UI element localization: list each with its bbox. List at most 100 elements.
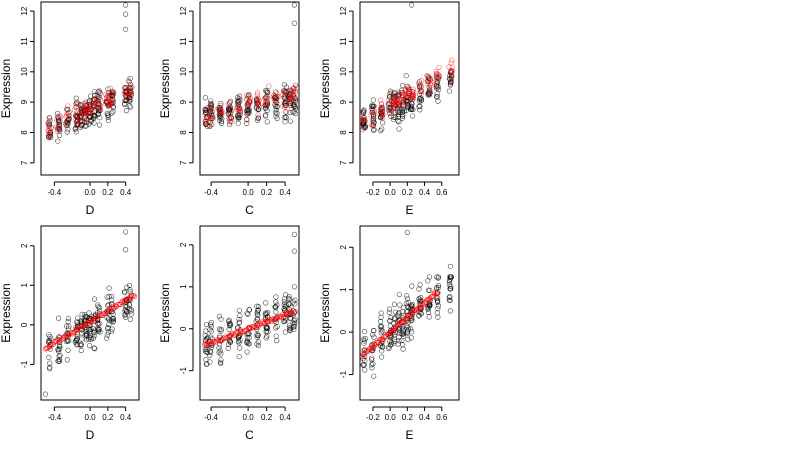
black-point [203,328,209,334]
y-tick-label: 9 [179,99,188,104]
black-point [66,323,72,329]
black-point [273,110,279,116]
black-point [416,98,422,104]
red-point [234,105,240,111]
black-point [281,296,287,302]
black-point [281,301,287,308]
red-point [293,85,299,91]
black-point [237,313,243,319]
red-point [125,77,131,84]
red-point [258,321,264,327]
black-point [108,92,114,98]
plot-frame [40,1,140,176]
red-point [108,101,114,107]
black-point [123,229,129,235]
black-point [263,105,269,111]
y-tick-label: 0 [179,326,188,331]
black-point [57,358,63,364]
red-point [446,64,452,70]
red-point [401,98,407,104]
red-point [264,100,270,106]
black-point [123,108,130,114]
red-point [277,313,283,319]
red-point [75,121,82,127]
black-point [91,345,97,351]
red-point [392,105,398,111]
black-point [253,318,259,325]
black-point [408,105,414,111]
red-point [95,315,101,321]
black-point [404,323,410,329]
red-point [231,332,237,338]
y-tick-label: 1 [339,287,348,292]
black-point [379,328,386,334]
red-point [433,291,440,297]
black-point [237,345,243,351]
black-point [272,304,278,310]
black-point [435,314,441,320]
black-point [235,104,241,110]
red-point [238,109,244,115]
black-point [362,328,368,335]
black-point [369,365,375,371]
red-point [65,110,71,117]
x-tick-label: 0.0 [84,188,96,197]
x-tick-label: 0.2 [261,188,273,197]
red-point [117,301,124,308]
black-point [109,326,115,332]
red-point [209,110,215,117]
black-point [104,332,110,338]
black-point [418,88,424,94]
panel-top-middle: -0.4 0.0 0.2 0.4 7 8 9 10 11 12 C Expression [158,1,300,217]
black-point [57,344,63,350]
red-point [255,99,261,105]
black-point [244,310,250,316]
red-point [409,95,416,101]
red-point [227,110,233,116]
x-tick-label: 0.6 [436,188,448,197]
red-point [253,324,259,330]
black-point [127,104,134,110]
black-point [416,286,422,292]
red-point [399,97,405,104]
black-point [274,323,280,330]
y-axis-title: Expression [0,283,13,342]
black-point [396,291,402,298]
red-point [56,123,62,129]
black-point [446,294,452,301]
red-point [128,85,134,91]
black-point [292,297,298,303]
black-point [287,328,293,334]
black-point [263,310,270,317]
black-point [55,346,61,352]
red-point [45,133,52,139]
red-point [436,64,442,71]
black-point [110,311,116,317]
red-point [47,133,54,139]
y-tick-label: 8 [179,130,188,135]
red-point [434,290,441,296]
black-point [390,116,397,123]
y-tick-label: 0 [20,322,29,327]
black-point [292,319,298,325]
x-axis-title: C [245,428,254,442]
red-point [449,57,455,63]
black-point [122,290,128,296]
black-point [123,2,129,8]
black-point [78,318,84,324]
black-point [399,113,406,120]
black-point [396,119,402,125]
black-point [405,336,411,342]
x-tick-label: -0.2 [366,413,380,422]
black-point [92,346,98,352]
x-tick-label: 0.0 [243,188,255,197]
black-point [95,320,101,326]
panel-top-right: -0.2 0.0 0.2 0.4 0.6 7 8 9 10 11 12 E Expression [318,1,460,217]
black-point [56,356,63,363]
red-point [280,91,286,98]
black-point [75,315,81,321]
black-point [42,391,49,397]
black-point [416,296,422,302]
red-point [360,109,366,115]
black-point [409,329,415,335]
